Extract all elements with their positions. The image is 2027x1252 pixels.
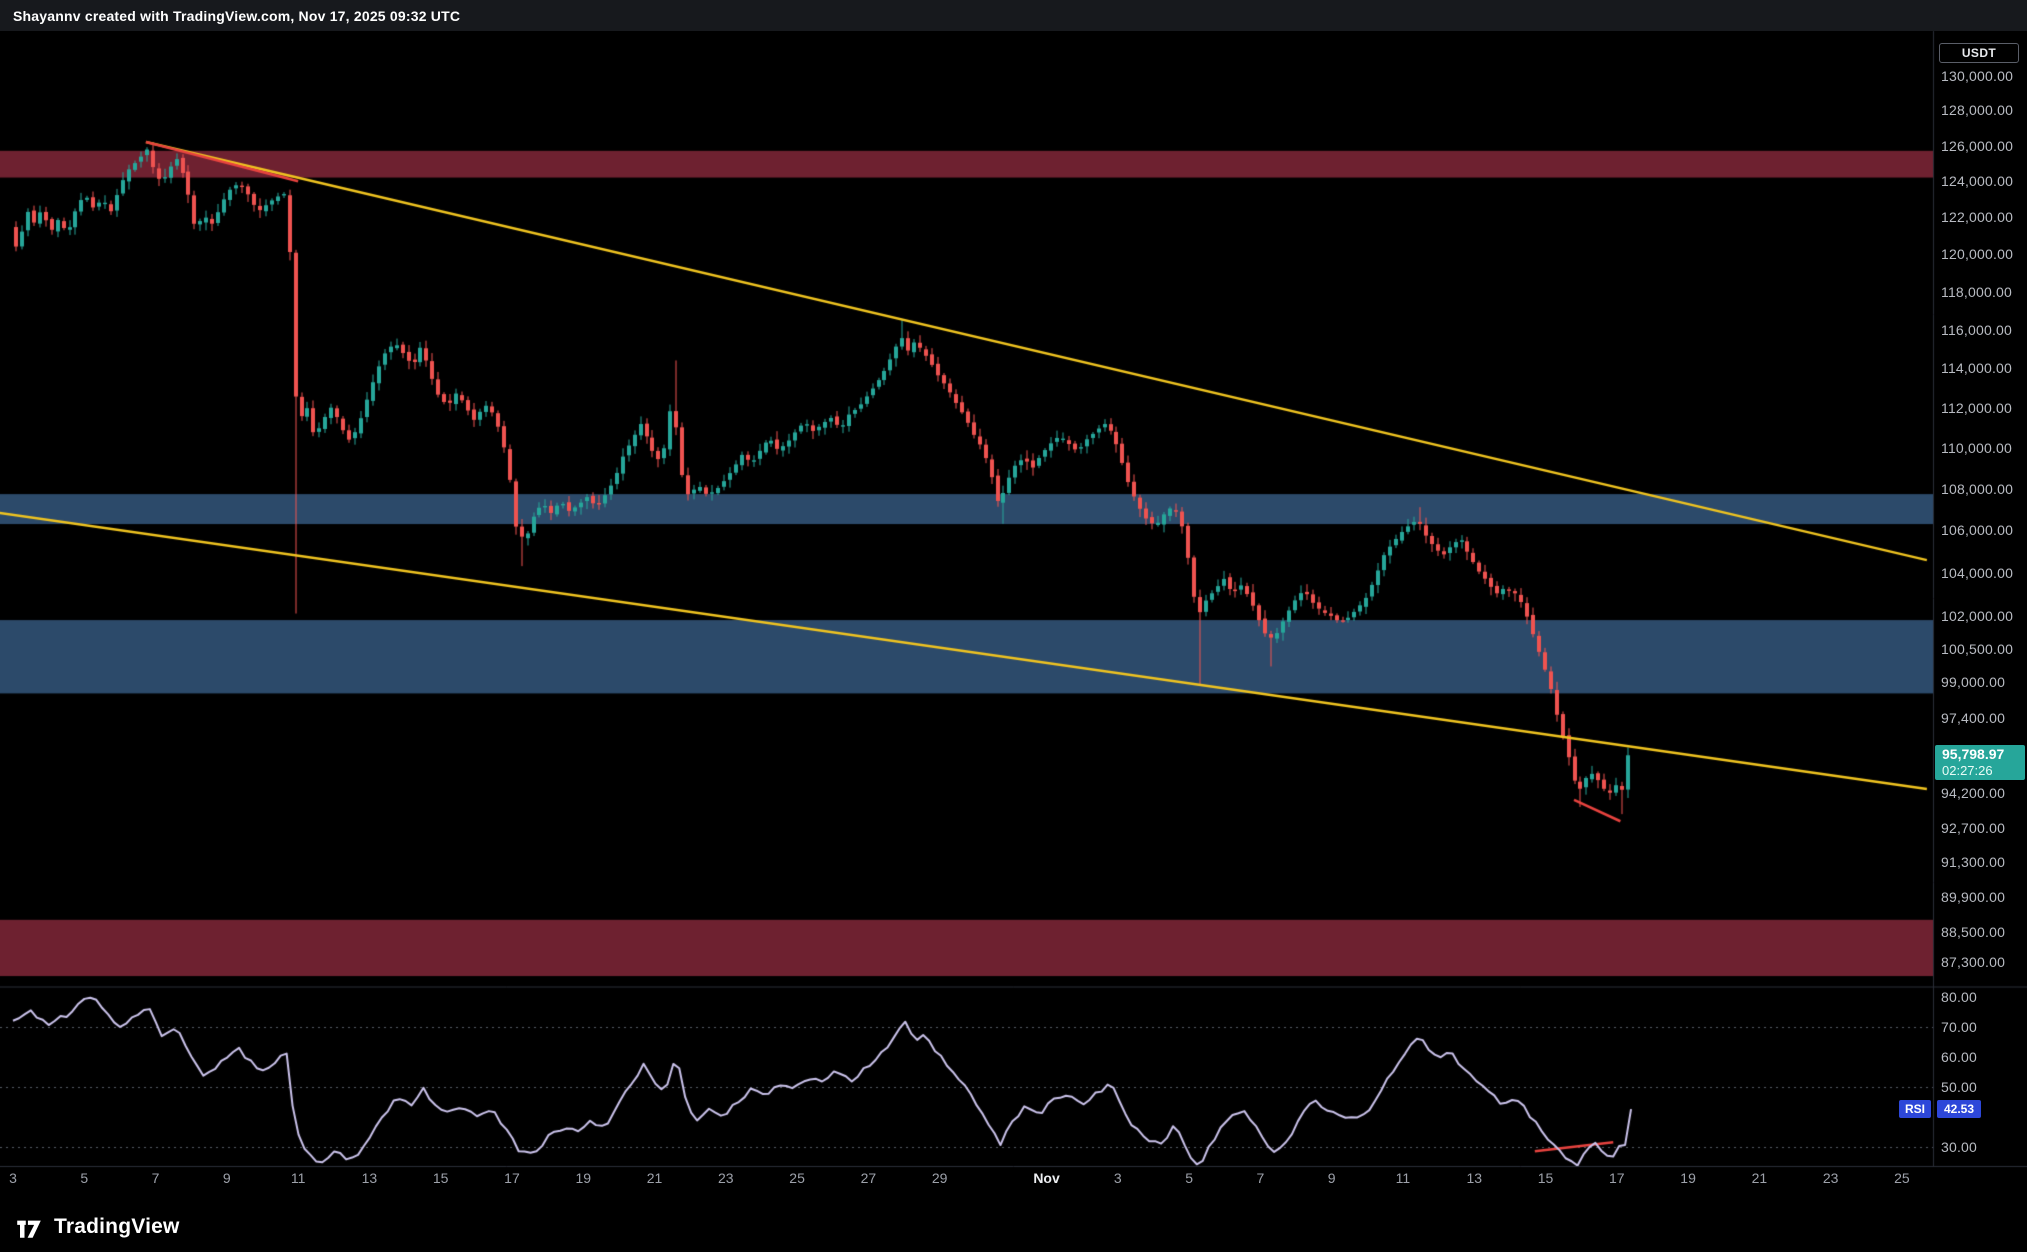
attribution-text: Shayannv created with TradingView.com, N… — [13, 7, 461, 24]
tradingview-logo-text[interactable]: TradingView — [54, 1215, 180, 1238]
attribution-bar: Shayannv created with TradingView.com, N… — [0, 0, 2027, 31]
footer-bar: TradingView — [0, 1202, 2027, 1252]
tradingview-logo-icon[interactable] — [14, 1212, 44, 1242]
